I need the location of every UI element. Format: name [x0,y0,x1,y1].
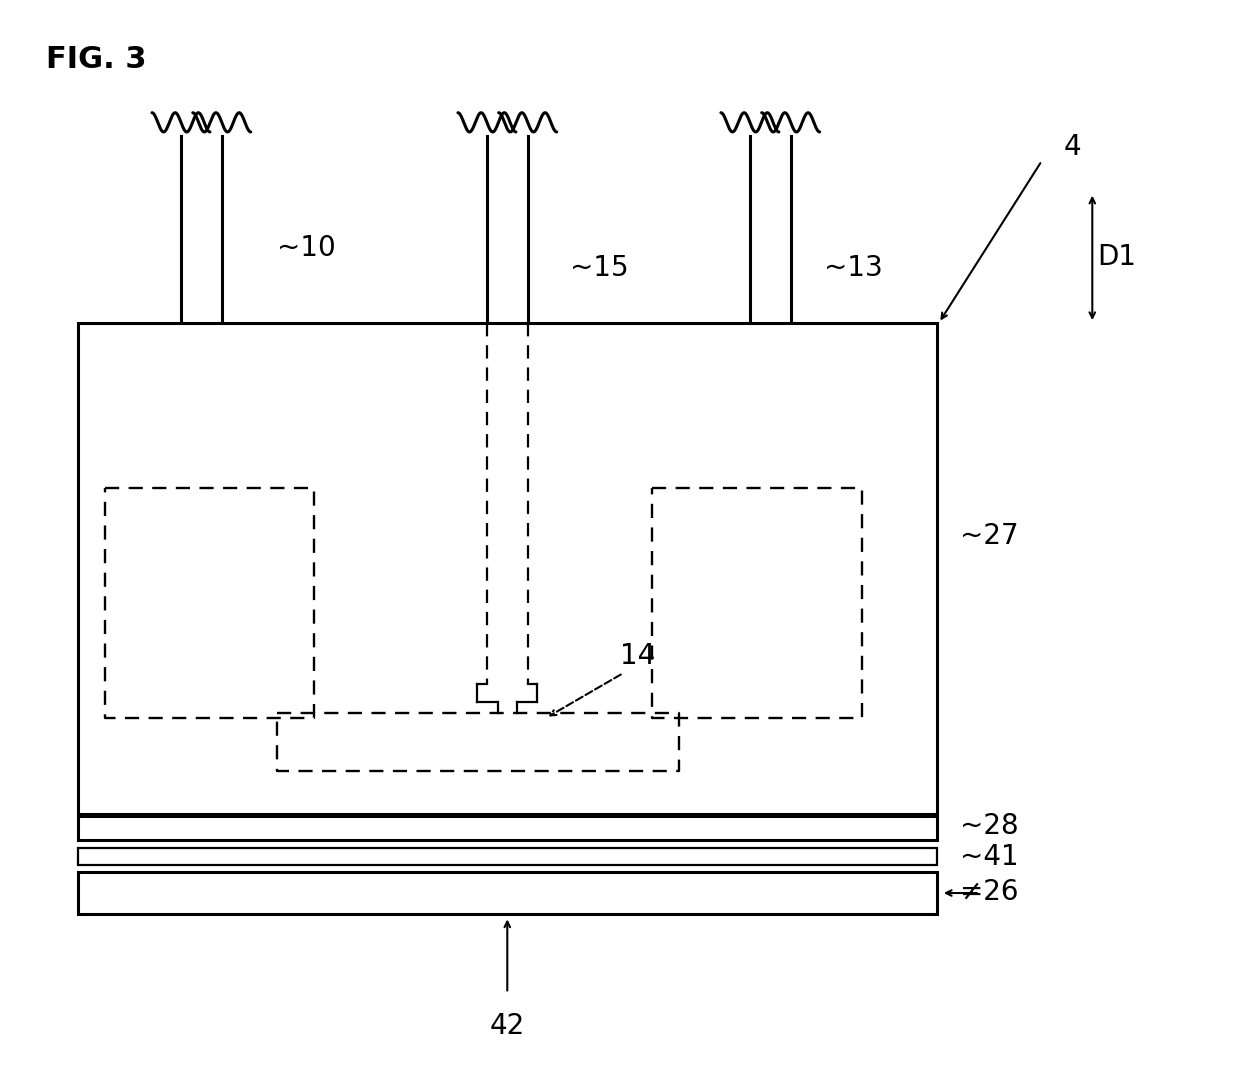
Text: ≠26: ≠26 [960,878,1019,906]
Text: 42: 42 [490,1012,525,1040]
Text: ~10: ~10 [277,234,335,262]
Text: ~41: ~41 [960,842,1019,870]
Text: ~27: ~27 [960,523,1019,550]
Bar [78,323,936,814]
Text: D1: D1 [1097,242,1137,270]
Bar [78,871,936,914]
Text: FIG. 3: FIG. 3 [46,45,146,74]
Text: ~28: ~28 [960,812,1019,840]
Text: ~15: ~15 [569,253,629,281]
Bar [78,848,936,865]
Text: 4: 4 [1064,133,1081,161]
Bar [78,817,936,840]
Text: 14: 14 [620,642,655,670]
Text: ~13: ~13 [823,253,883,281]
